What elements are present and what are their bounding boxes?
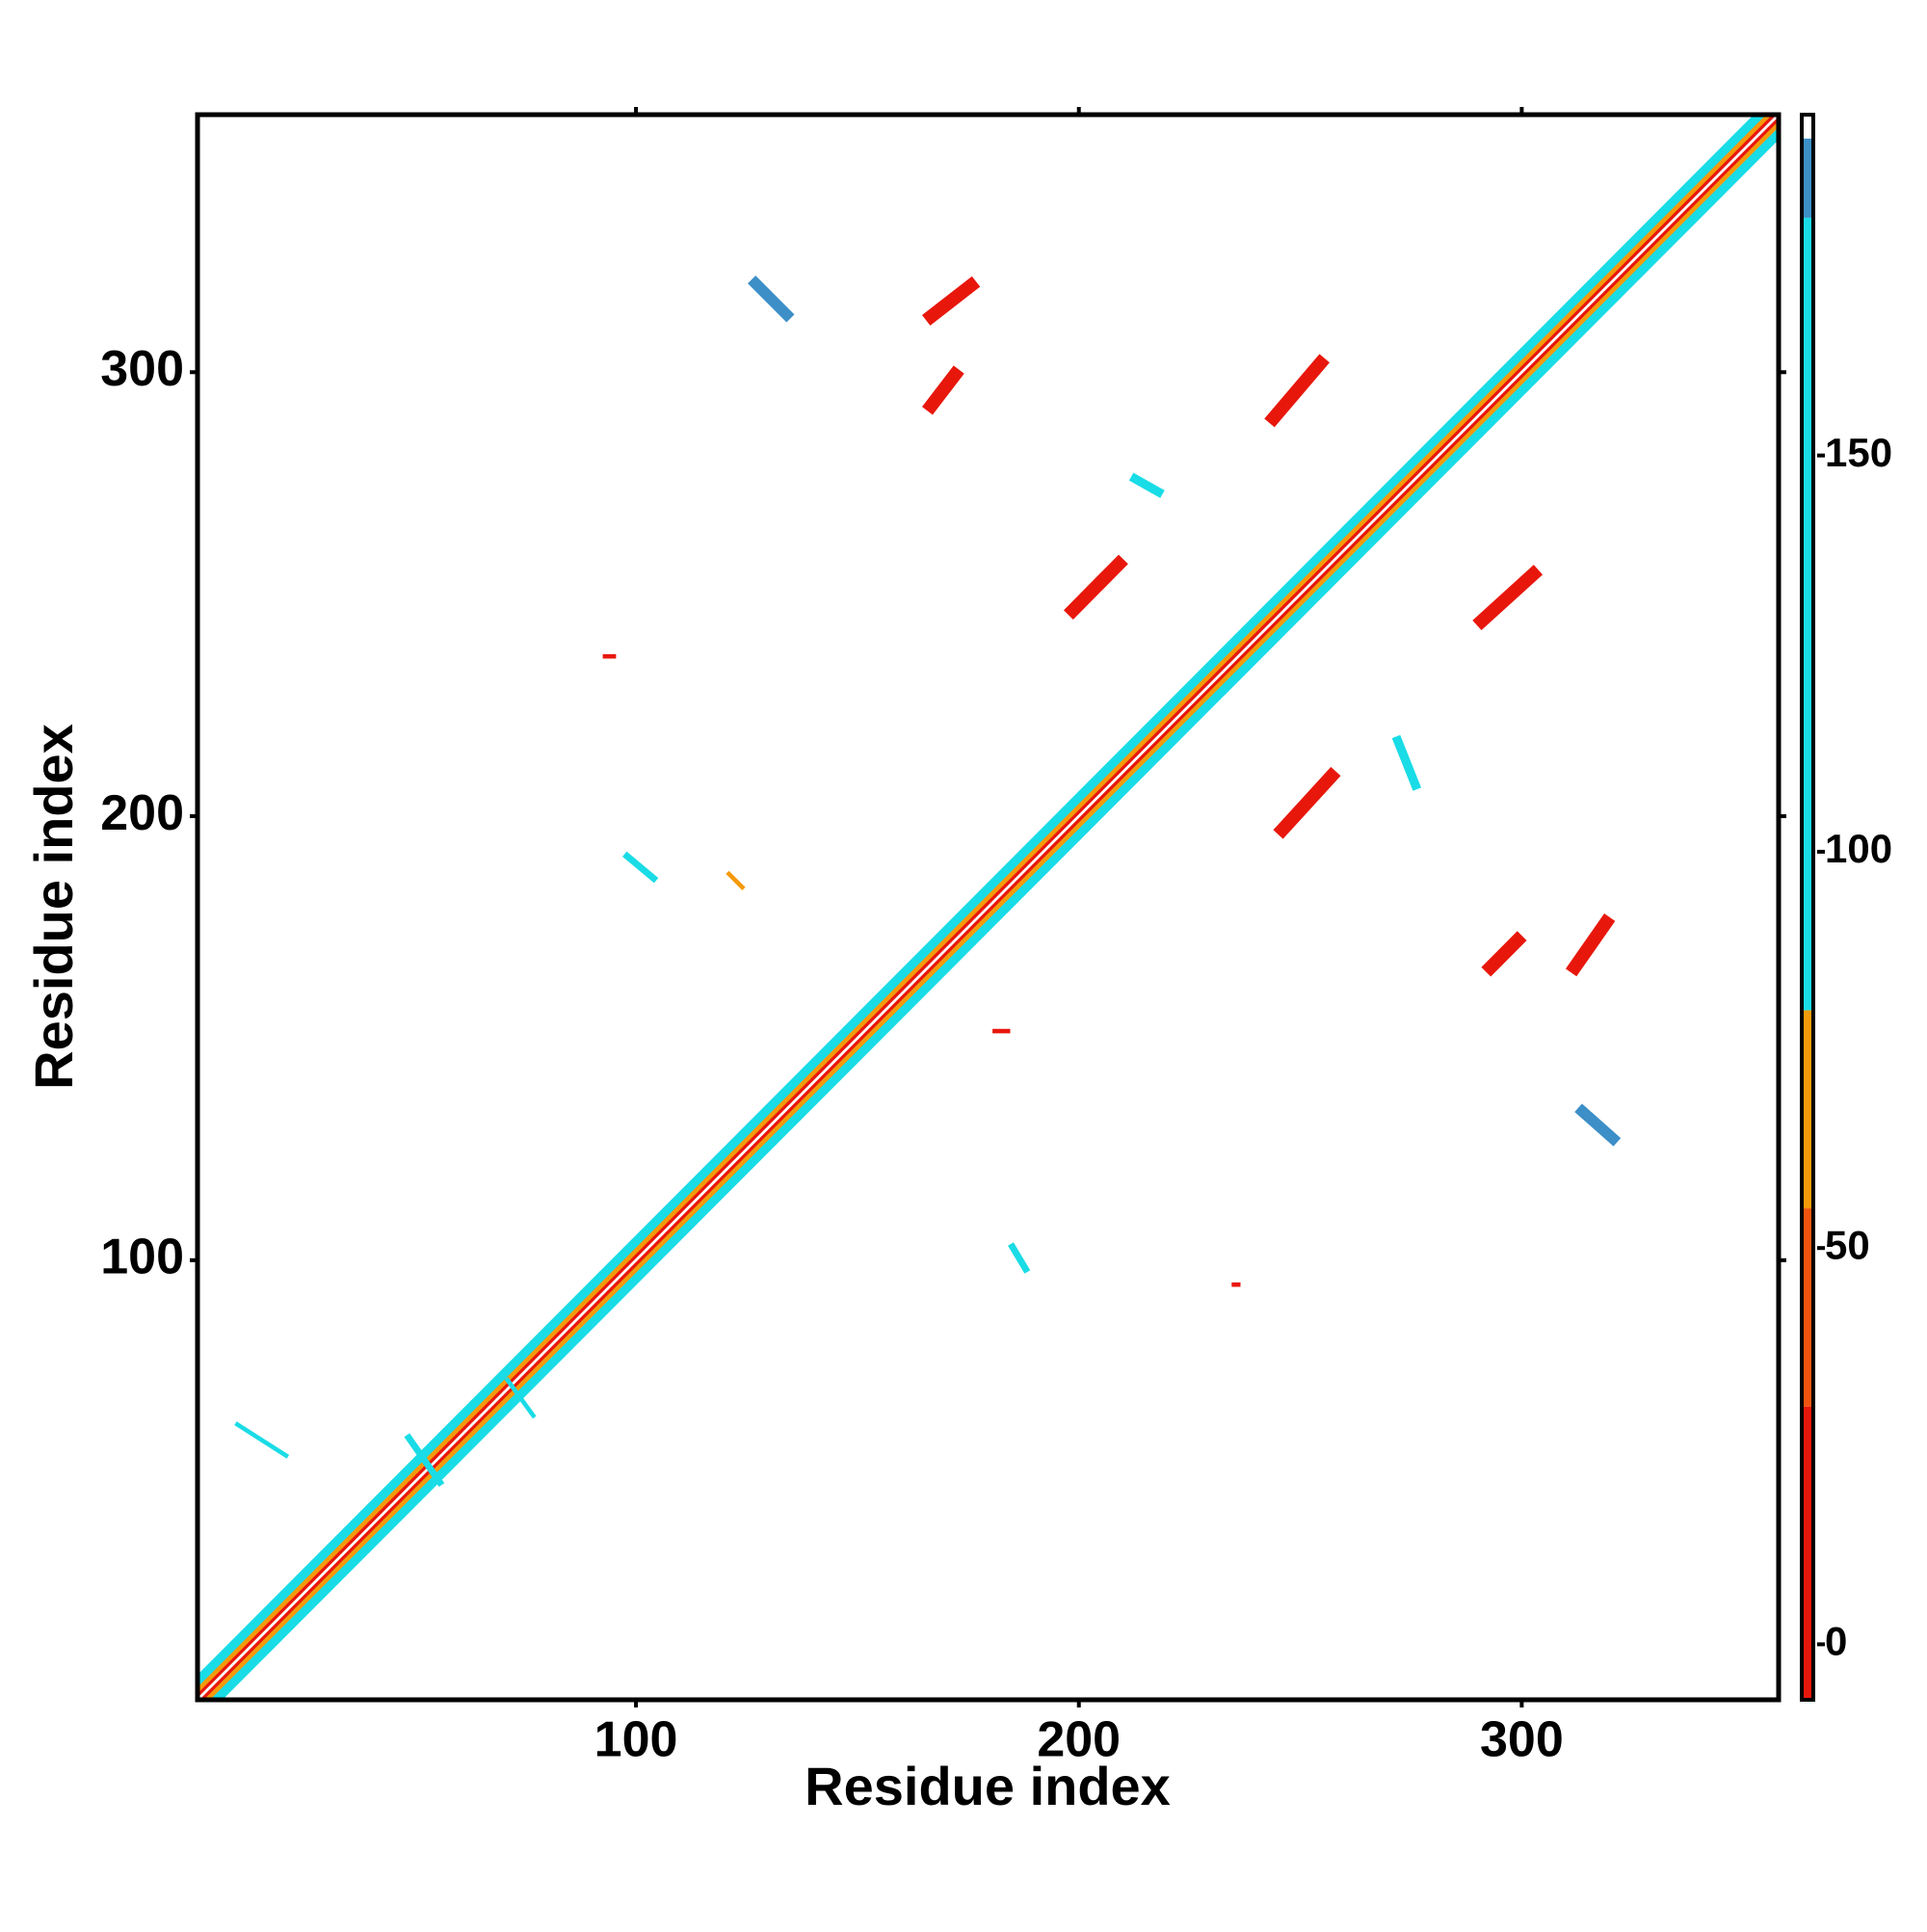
x-tick-label: 100 bbox=[594, 1712, 678, 1768]
colorbar-segment bbox=[1802, 115, 1813, 139]
colorbar-tick-label: 150 bbox=[1825, 430, 1892, 475]
contact-patch bbox=[1574, 1103, 1622, 1147]
contact-patch bbox=[921, 276, 981, 326]
y-tick-label: 100 bbox=[100, 1230, 184, 1285]
contact-patch bbox=[1391, 734, 1422, 791]
x-tick-label: 200 bbox=[1037, 1712, 1121, 1768]
colorbar-segment bbox=[1802, 138, 1813, 218]
colorbar-segment bbox=[1802, 1208, 1813, 1407]
contact-patch bbox=[404, 1433, 445, 1488]
colorbar-tick-label: 0 bbox=[1825, 1619, 1847, 1664]
plot-frame bbox=[195, 112, 1782, 1703]
x-axis-label: Residue index bbox=[805, 1756, 1171, 1816]
contact-patch bbox=[1565, 913, 1616, 977]
contact-patch bbox=[504, 1377, 537, 1419]
colorbar-tick-label: 50 bbox=[1825, 1222, 1870, 1267]
y-axis-label: Residue index bbox=[23, 724, 84, 1090]
contact-patch bbox=[1128, 472, 1165, 498]
contact-patch bbox=[1472, 565, 1544, 631]
colorbar-segment bbox=[1802, 1010, 1813, 1209]
contact-patch bbox=[1264, 354, 1330, 428]
contact-patch bbox=[748, 275, 795, 323]
contact-patch bbox=[1008, 1242, 1031, 1274]
y-tick-label: 200 bbox=[100, 785, 184, 841]
contact-patch bbox=[234, 1421, 290, 1459]
colorbar-tick-label: 100 bbox=[1825, 826, 1892, 871]
contact-patch bbox=[198, 115, 1779, 1700]
colorbar-frame bbox=[1800, 113, 1815, 1702]
colorbar-segment bbox=[1802, 1406, 1813, 1700]
contact-patch bbox=[921, 365, 964, 415]
y-tick-label: 300 bbox=[100, 341, 184, 397]
contact-patch bbox=[622, 851, 659, 884]
plot-area bbox=[198, 115, 1779, 1700]
x-tick-label: 300 bbox=[1480, 1712, 1564, 1768]
contact-patch bbox=[1481, 931, 1527, 977]
contact-patch bbox=[726, 870, 746, 891]
colorbar-segment bbox=[1802, 217, 1813, 1011]
contact-patch bbox=[1273, 766, 1341, 839]
contact-patch bbox=[1064, 554, 1128, 620]
